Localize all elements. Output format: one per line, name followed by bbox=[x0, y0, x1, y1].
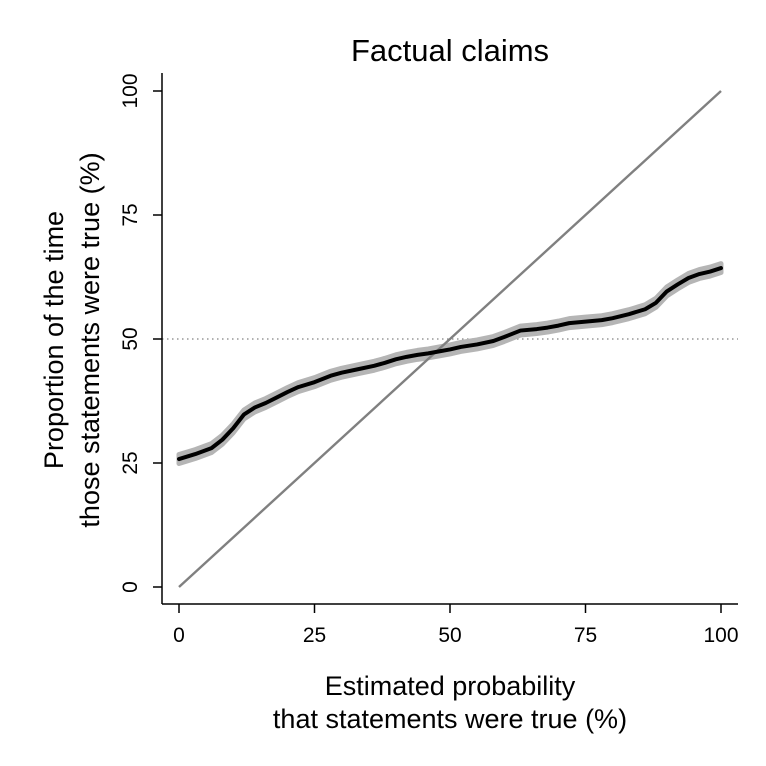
y-axis-label-line1: Proportion of the time bbox=[39, 211, 69, 469]
diagonal-reference-line bbox=[178, 90, 722, 588]
confidence-band bbox=[176, 261, 724, 466]
axis-ticks: 0 25 50 75 100 0 25 50 75 100 bbox=[119, 73, 739, 647]
x-tick-label: 100 bbox=[703, 624, 738, 647]
x-tick-label: 75 bbox=[574, 624, 597, 647]
fit-line bbox=[177, 266, 723, 462]
y-axis-label-line2: those statements were true (%) bbox=[75, 152, 105, 527]
plot-area bbox=[162, 90, 738, 588]
x-axis-label-line2: that statements were true (%) bbox=[273, 704, 627, 734]
x-axis-label-line1: Estimated probability bbox=[325, 671, 576, 701]
y-tick-label: 75 bbox=[119, 203, 142, 226]
x-tick-label: 50 bbox=[438, 624, 461, 647]
y-tick-label: 100 bbox=[119, 73, 142, 108]
y-tick-label: 50 bbox=[119, 327, 142, 350]
y-tick-label: 0 bbox=[119, 581, 142, 593]
y-tick-label: 25 bbox=[119, 451, 142, 474]
x-tick-label: 25 bbox=[303, 624, 326, 647]
chart-title: Factual claims bbox=[351, 33, 549, 68]
x-tick-label: 0 bbox=[173, 624, 185, 647]
